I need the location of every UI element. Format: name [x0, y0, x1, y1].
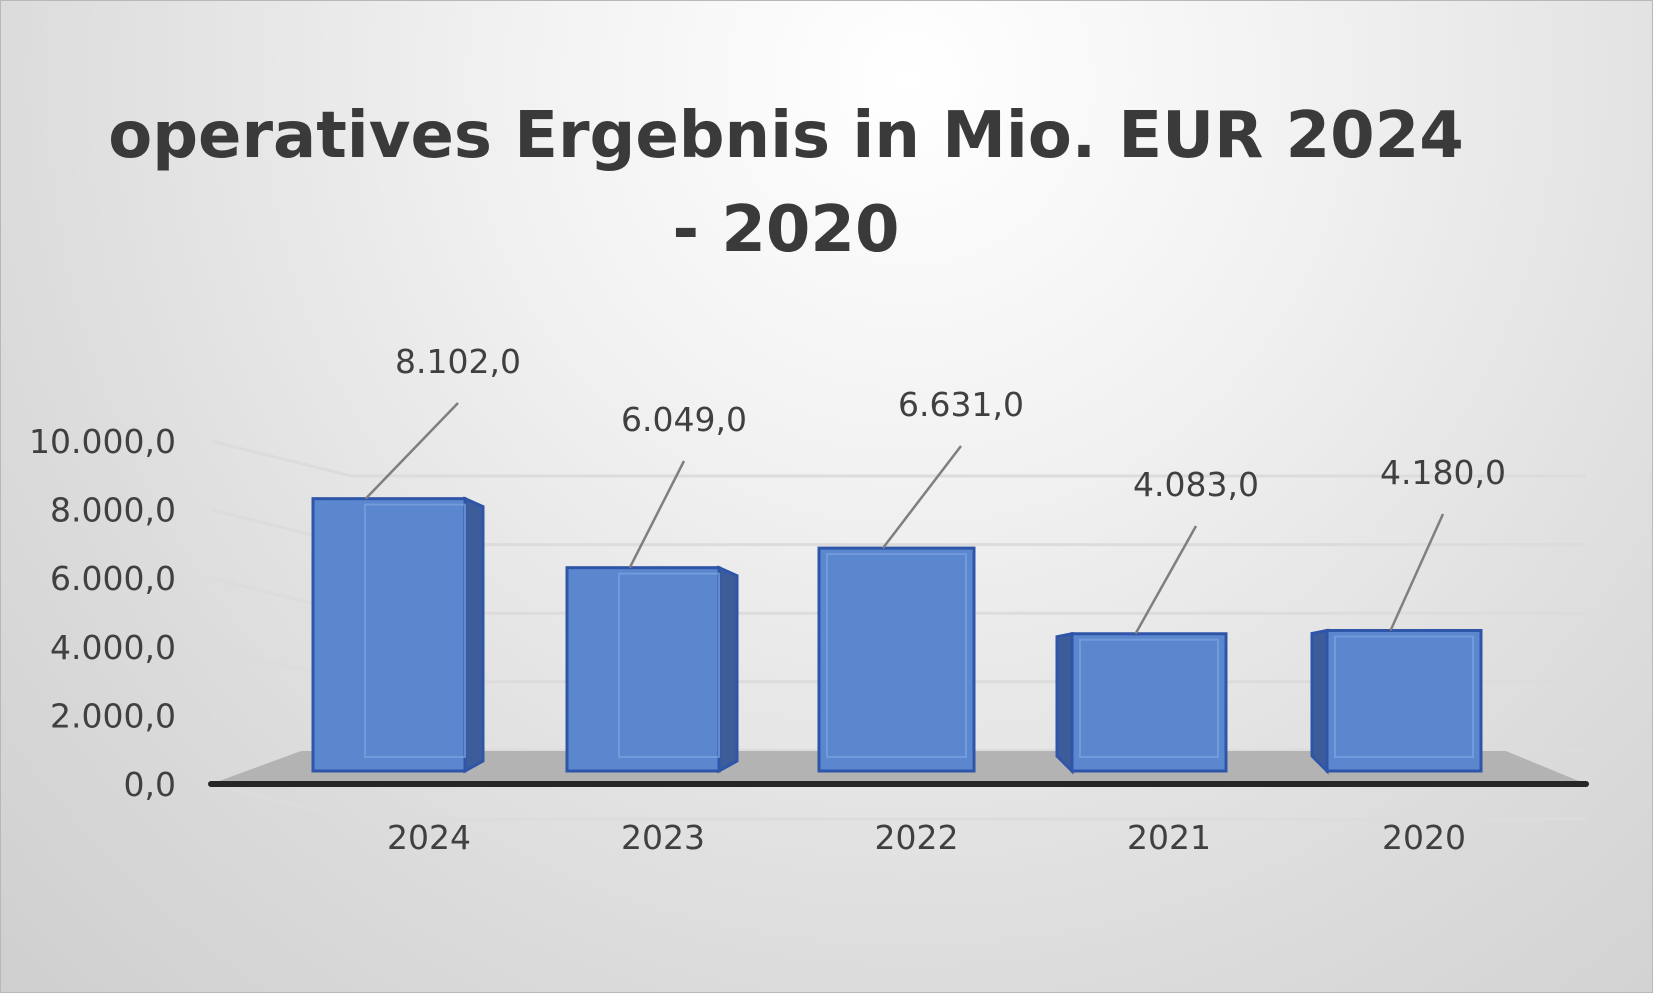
gridline	[210, 782, 1586, 821]
y-tick-label: 10.000,0	[29, 422, 176, 461]
leader-line	[364, 402, 459, 500]
data-label: 4.083,0	[1133, 465, 1259, 504]
leader-line	[881, 445, 962, 549]
leader-line	[1389, 513, 1445, 632]
bar-front	[817, 546, 976, 773]
bar-inner-edge	[364, 503, 466, 758]
x-tick-label: 2024	[387, 818, 471, 857]
chart-title: operatives Ergebnis in Mio. EUR 2024 - 2…	[108, 99, 1464, 267]
gridline	[210, 439, 1586, 478]
axes: 2024 2023 2022 2021 2020	[208, 781, 1589, 857]
bar	[311, 496, 485, 774]
bar-side	[1055, 631, 1074, 775]
y-tick-label: 0,0	[124, 765, 176, 804]
data-label: 6.631,0	[898, 385, 1024, 424]
bar-side	[717, 565, 739, 774]
bar-side	[1310, 628, 1329, 775]
data-label: 8.102,0	[395, 342, 521, 381]
x-tick-label: 2020	[1382, 818, 1466, 857]
bar	[817, 546, 976, 773]
x-tick-label: 2022	[875, 818, 959, 857]
bar-side	[463, 496, 485, 774]
bar-front	[565, 566, 721, 773]
bar	[1310, 628, 1483, 775]
bar-inner-edge	[1334, 635, 1474, 758]
bar-inner-edge	[1079, 638, 1219, 758]
bar-inner-edge	[618, 572, 720, 758]
y-tick-label: 4.000,0	[50, 628, 176, 667]
bar-inner-edge	[826, 553, 967, 759]
bar-front	[1325, 628, 1483, 773]
x-tick-label: 2023	[621, 818, 705, 857]
x-tick-label: 2021	[1127, 818, 1211, 857]
leader-line	[628, 460, 686, 569]
bars	[311, 496, 1483, 775]
data-labels: 8.102,0 6.049,0 6.631,0 4.083,0 4.180,0	[364, 342, 1506, 635]
data-label: 6.049,0	[621, 400, 747, 439]
bar-front	[311, 497, 467, 773]
gridlines: 0,0 2.000,0 4.000,0 6.000,0 8.000,0 10.000,0	[29, 422, 1586, 821]
bar	[565, 565, 739, 774]
bar	[1055, 631, 1228, 775]
bar-front	[1070, 632, 1228, 773]
leader-line	[1134, 525, 1198, 635]
data-label: 4.180,0	[1380, 453, 1506, 492]
y-tick-label: 2.000,0	[50, 696, 176, 735]
y-tick-label: 8.000,0	[50, 491, 176, 530]
y-tick-label: 6.000,0	[50, 559, 176, 598]
